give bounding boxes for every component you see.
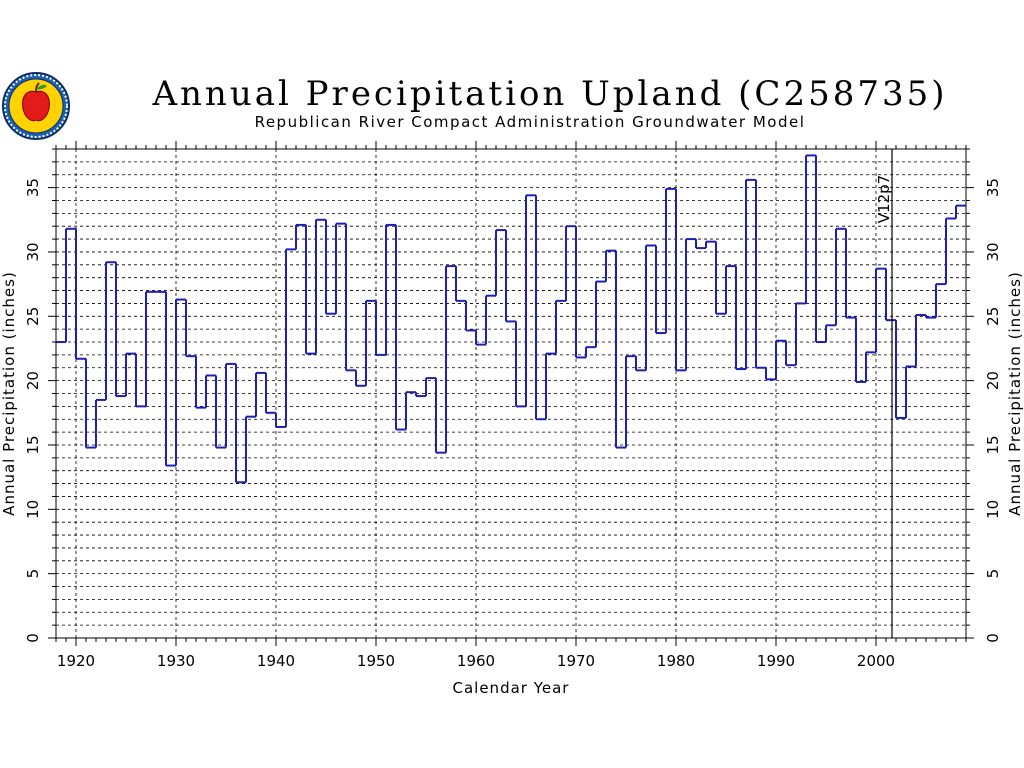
x-tick-label: 1920	[57, 652, 95, 670]
y-tick-label-right: 25	[984, 307, 1002, 326]
x-tick-label: 1930	[157, 652, 195, 670]
axis-ticks	[48, 141, 974, 646]
x-tick-label: 1940	[257, 652, 295, 670]
y-tick-label: 25	[24, 307, 42, 326]
series-step-line	[56, 154, 966, 484]
x-tick-label: 1990	[757, 652, 795, 670]
y-tick-label: 0	[24, 633, 42, 643]
x-tick-label: 1980	[657, 652, 695, 670]
seal-logo-icon	[2, 72, 70, 140]
chart-subtitle: Republican River Compact Administration …	[254, 113, 806, 131]
y-tick-label-right: 30	[984, 242, 1002, 261]
y-axis-label-right: Annual Precipitation (inches)	[1006, 271, 1024, 516]
chart-title: Annual Precipitation Upland (C258735)	[152, 74, 948, 114]
y-axis-label: Annual Precipitation (inches)	[0, 271, 18, 516]
y-tick-label: 30	[24, 242, 42, 261]
marker-line-label: V12p7	[875, 175, 893, 223]
x-tick-label: 2000	[857, 652, 895, 670]
x-tick-label: 1960	[457, 652, 495, 670]
grid	[56, 148, 966, 638]
x-axis-label: Calendar Year	[453, 679, 570, 697]
y-tick-label: 15	[24, 435, 42, 454]
y-tick-label-right: 20	[984, 371, 1002, 390]
plot-frame	[55, 148, 967, 639]
x-tick-label: 1950	[357, 652, 395, 670]
marker-layer: V12p7	[875, 149, 893, 638]
tick-labels: 0 0 5 5 10 10 15 15 20 20 25 25 30 30 35 35 1920 1930 1940…	[24, 178, 1002, 670]
y-tick-label-right: 35	[984, 178, 1002, 197]
y-tick-label: 35	[24, 178, 42, 197]
y-tick-label-right: 15	[984, 435, 1002, 454]
y-tick-label: 20	[24, 371, 42, 390]
y-tick-label-right: 10	[984, 500, 1002, 519]
x-tick-label: 1970	[557, 652, 595, 670]
y-tick-label-right: 0	[984, 633, 1002, 643]
y-tick-label: 5	[24, 569, 42, 579]
y-tick-label: 10	[24, 500, 42, 519]
y-tick-label-right: 5	[984, 569, 1002, 579]
series-layer	[56, 154, 966, 484]
